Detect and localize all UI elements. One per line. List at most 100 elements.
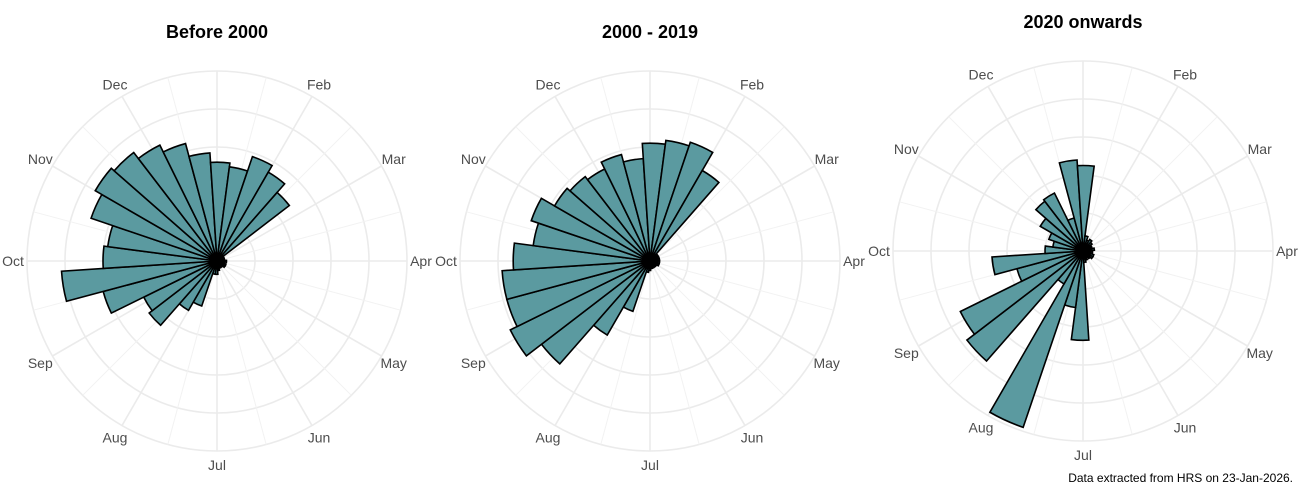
bar-before-2000-19 [137,144,218,262]
panel-title-2020-onwards: 2020 onwards [1023,12,1142,32]
grid-spoke-10 [649,260,785,396]
grid-spoke-14 [600,260,651,445]
bar-before-2000-17 [94,167,218,262]
month-label-jul: Jul [208,457,226,473]
bar-2020-onwards-6 [1070,250,1090,342]
month-label-jun: Jun [308,430,331,446]
bar-before-2000-21 [187,152,218,262]
bar-2020-onwards-13 [991,250,1084,276]
month-label-feb: Feb [740,76,764,92]
bar-2000-2019-17 [553,187,651,262]
grid-spoke-12 [216,260,267,445]
bar-2000-2019-24 [649,141,714,262]
grid-spoke-8 [216,260,401,311]
polar-panel-2000-2019: 2000 - 2019 Feb Mar Apr May Jun Jul Aug Sep Oct N… [435,22,865,473]
bar-2020-onwards-10 [965,250,1084,363]
grid-spoke-9 [649,260,815,357]
grid-spoke-12 [649,260,700,445]
bar-2000-2019-32 [649,260,661,267]
month-label-sep: Sep [28,355,53,371]
month-labels: Feb Mar Apr May Jun Jul Aug Sep Oct Nov Dec [2,76,432,473]
month-label-may: May [813,355,839,371]
grid-spoke-4 [1082,116,1218,252]
month-label-nov: Nov [894,141,919,157]
grid-spoke-5 [649,165,815,262]
grid-spoke-11 [216,260,313,426]
month-label-nov: Nov [461,151,486,167]
bar-2000-2019-16 [530,197,651,262]
bar-before-2000-22 [209,161,231,262]
bar-before-2000-24 [216,155,274,262]
bar-2000-2019-25 [649,169,721,262]
month-label-apr: Apr [410,253,432,269]
grid-spoke-12 [1082,250,1133,435]
month-label-apr: Apr [843,253,865,269]
month-label-oct: Oct [435,253,457,269]
month-labels: Feb Mar Apr May Jun Jul Aug Sep Oct Nov Dec [868,66,1298,463]
month-label-mar: Mar [382,151,406,167]
bar-2000-2019-14 [512,242,651,271]
grid-spoke-6 [649,211,834,262]
grid-spoke-5 [216,165,382,262]
month-label-mar: Mar [1248,141,1272,157]
bar-before-2000-20 [162,142,218,262]
month-label-aug: Aug [536,430,561,446]
month-label-nov: Nov [28,151,53,167]
grid-spoke-3 [1082,86,1179,252]
polar-bars [501,139,721,365]
bar-before-2000-25 [216,171,286,262]
month-label-jun: Jun [1174,420,1197,436]
bar-2000-2019-11 [509,260,651,357]
polar-panel-before-2000: Before 2000 Feb Mar Apr May Jun Jul Aug Sep Oct N… [2,22,432,473]
grid-spoke-20 [899,201,1084,252]
grid-spoke-6 [216,211,401,262]
bar-before-2000-13 [60,260,218,303]
bar-2020-onwards-32 [1082,250,1095,258]
polar-bars [959,159,1096,429]
month-label-apr: Apr [1276,243,1298,259]
bar-before-2000-18 [113,151,218,262]
month-label-sep: Sep [461,355,486,371]
bar-before-2000-32 [216,260,228,267]
month-label-jul: Jul [641,457,659,473]
grid-spoke-10 [216,260,352,396]
bar-2000-2019-20 [600,153,651,262]
panel-title-2000-2019: 2000 - 2019 [602,22,698,42]
month-label-dec: Dec [969,66,994,82]
month-label-feb: Feb [307,76,331,92]
month-label-jun: Jun [741,430,764,446]
bar-before-2000-26 [216,191,291,262]
month-label-aug: Aug [103,430,128,446]
grid-spoke-8 [1082,250,1267,301]
month-label-aug: Aug [969,420,994,436]
polar-panel-2020-onwards: 2020 onwards Feb Mar Apr May Jun Jul Aug Sep Oct… [868,12,1298,463]
grid-spoke-9 [216,260,382,357]
bar-2020-onwards-22 [1076,164,1096,252]
month-label-sep: Sep [894,345,919,361]
data-source-caption: Data extracted from HRS on 23-Jan-2026. [1068,471,1293,485]
month-labels: Feb Mar Apr May Jun Jul Aug Sep Oct Nov Dec [435,76,865,473]
bar-2020-onwards-19 [1042,191,1084,252]
bar-2020-onwards-21 [1058,159,1084,252]
month-label-oct: Oct [2,253,24,269]
panel-title-before-2000: Before 2000 [166,22,268,42]
month-label-may: May [1246,345,1272,361]
month-label-jul: Jul [1074,447,1092,463]
bar-before-2000-10 [148,260,218,327]
bar-2020-onwards-8 [988,250,1084,429]
bar-2020-onwards-11 [959,250,1084,336]
bar-2000-2019-18 [568,175,651,262]
grid-spoke-2 [1082,67,1133,252]
grid-spoke-8 [649,260,834,311]
month-label-feb: Feb [1173,66,1197,82]
grid-spoke-5 [1082,155,1248,252]
grid-spoke-6 [1082,201,1267,252]
month-label-oct: Oct [868,243,890,259]
grid-spoke-9 [1082,250,1248,347]
grid-spoke-4 [649,126,785,262]
grid-spoke-10 [1082,250,1218,386]
bar-2000-2019-13 [501,260,651,301]
month-label-dec: Dec [536,76,561,92]
month-label-mar: Mar [815,151,839,167]
